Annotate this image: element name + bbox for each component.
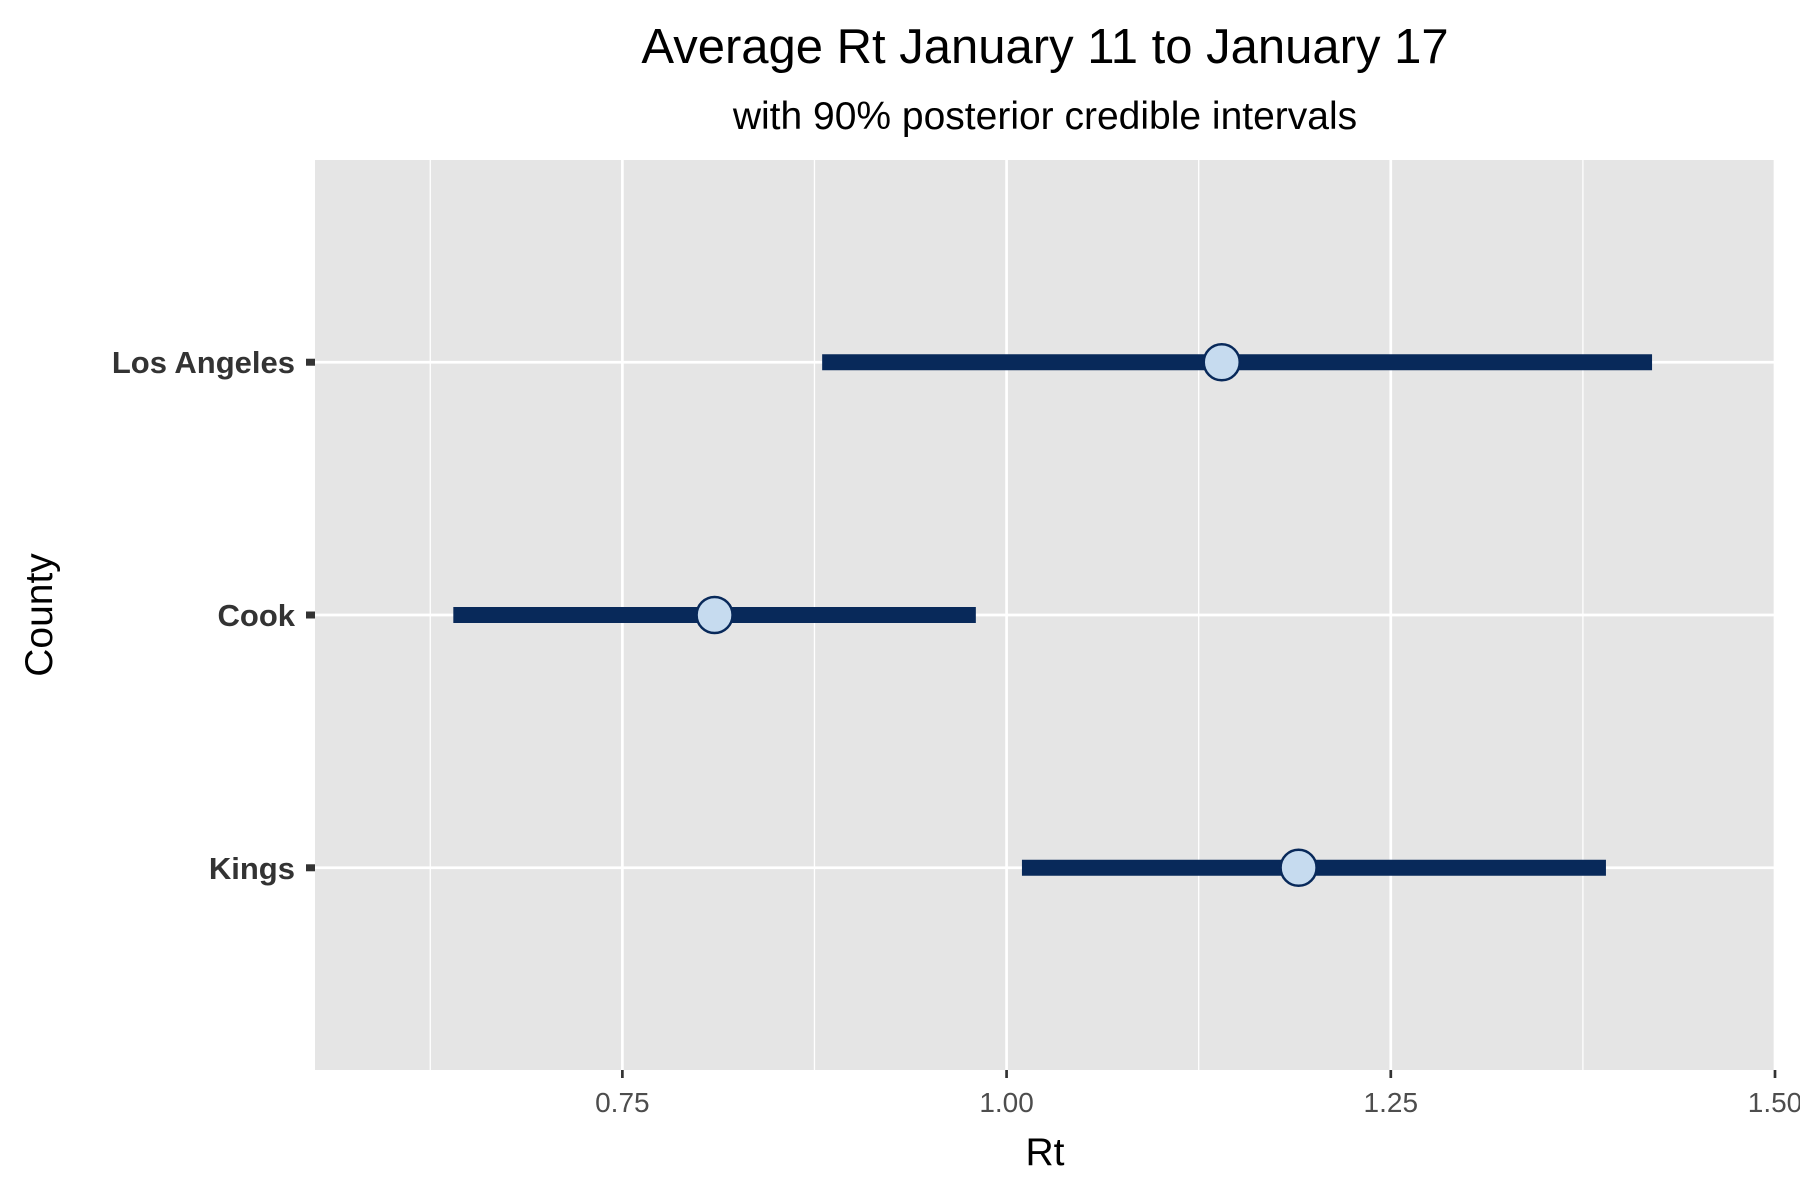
x-axis-title: Rt (1026, 1131, 1065, 1174)
y-tick-label: Cook (218, 598, 296, 633)
y-tick-label: Los Angeles (112, 345, 295, 380)
x-tick-label: 0.75 (595, 1087, 650, 1118)
x-tick-label: 1.00 (979, 1087, 1034, 1118)
x-tick-label: 1.50 (1748, 1087, 1800, 1118)
chart-subtitle: with 90% posterior credible intervals (732, 95, 1357, 138)
y-tick-label: Kings (209, 851, 295, 886)
chart-title: Average Rt January 11 to January 17 (641, 20, 1448, 74)
point-estimate-marker (1202, 342, 1241, 382)
point-estimate-marker (695, 595, 734, 635)
data-layer (453, 342, 1653, 888)
x-tick-label: 1.25 (1364, 1087, 1419, 1118)
y-axis-title: County (18, 553, 61, 677)
axis-layer: 0.75 1.00 1.25 1.50 Kings Cook Los Angeles (112, 345, 1800, 1118)
point-estimate-marker (1279, 848, 1318, 888)
